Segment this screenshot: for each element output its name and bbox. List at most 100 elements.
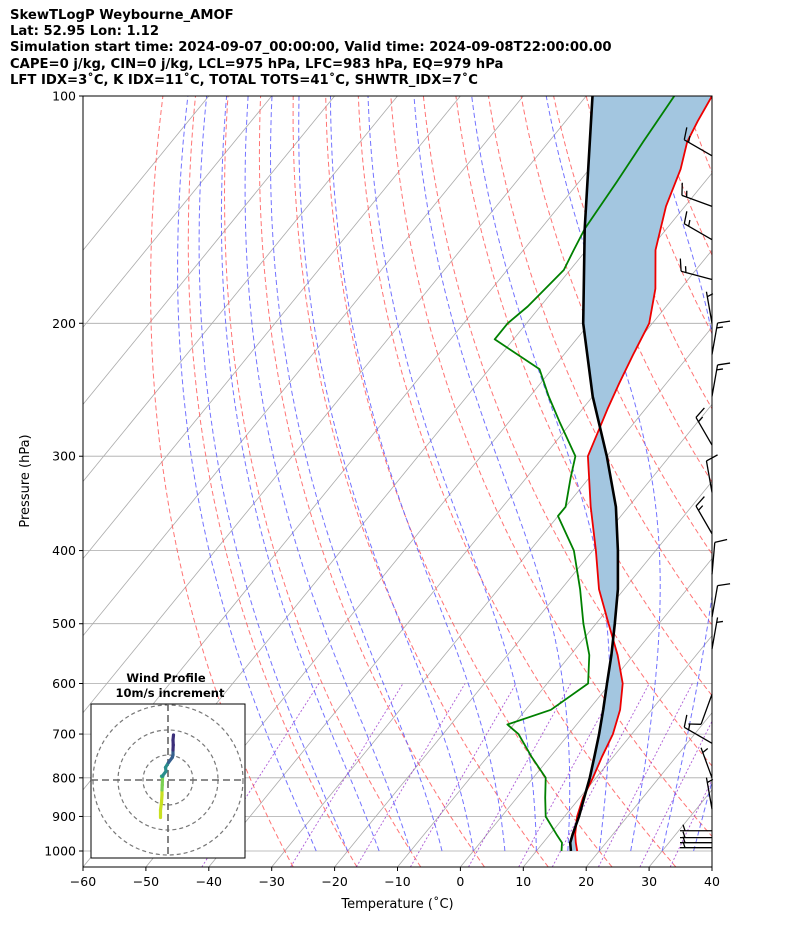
wind-barb-flag (717, 583, 731, 587)
index-line: LFT IDX=3˚C, K IDX=11˚C, TOTAL TOTS=41˚C… (10, 72, 478, 88)
y-tick-label: 400 (52, 543, 76, 558)
x-tick-label: −10 (384, 874, 410, 889)
isotherm-line (522, 635, 712, 867)
wind-barb (711, 538, 728, 575)
hodograph-segment (171, 733, 176, 742)
moist-adiabat-line (471, 96, 611, 852)
wind-barb (711, 362, 731, 397)
wind-barb-shaft (711, 585, 719, 618)
moist-adiabat-line (220, 96, 380, 852)
wind-barb-shaft (705, 777, 713, 810)
isotherm-line (585, 712, 712, 867)
axes: Temperature (˚C) Pressure (hPa) −60 −50 −4… (18, 89, 720, 913)
mixing-ratio-line (410, 683, 517, 867)
isotherm-line (83, 96, 335, 406)
isotherm-line (83, 96, 273, 328)
moist-adiabat-line (545, 96, 661, 852)
dry-adiabat-line (520, 96, 712, 555)
moist-adiabat-line (177, 96, 317, 852)
cape-line: CAPE=0 j/kg, CIN=0 j/kg, LCL=975 hPa, LF… (10, 56, 504, 72)
wind-barb (711, 583, 731, 618)
wind-barb-shaft (695, 505, 713, 535)
dry-adiabat-line (223, 96, 422, 867)
wind-barb (711, 617, 724, 650)
dry-adiabat-line (187, 96, 358, 867)
wind-barb-half-flag (682, 831, 686, 838)
wind-barb-shaft (711, 617, 719, 650)
moist-adiabat-line (330, 96, 506, 852)
wind-barb-flag (683, 714, 688, 728)
wind-barb (683, 211, 713, 241)
hodograph-plot (91, 704, 245, 858)
wind-barb-shaft (711, 542, 716, 575)
y-tick-label: 200 (52, 316, 76, 331)
wind-barb-half-flag (682, 824, 686, 831)
x-tick-label: −20 (321, 874, 347, 889)
time-line: Simulation start time: 2024-09-07_00:00:… (10, 40, 612, 56)
wind-barb (705, 777, 714, 810)
moist-adiabat-line (644, 96, 712, 852)
wind-barb (688, 694, 713, 725)
wind-barb-flag (695, 496, 705, 507)
wind-barb (700, 747, 713, 779)
wind-barb-shaft (711, 322, 719, 355)
isotherm-line (83, 96, 587, 714)
cape-shading (570, 96, 712, 851)
wind-barb-shaft (705, 460, 713, 493)
moist-adiabat-line (367, 96, 537, 852)
mixing-ratio-line (518, 683, 619, 867)
parcel-line (568, 96, 620, 852)
y-axis-label: Pressure (hPa) (18, 434, 33, 527)
x-tick-label: 30 (641, 874, 657, 889)
wind-barb (705, 454, 718, 493)
dry-adiabat-line (150, 96, 294, 867)
mixing-ratio-line (639, 720, 712, 867)
isotherm-line (83, 96, 461, 560)
wind-barb (711, 320, 731, 355)
y-tick-label: 500 (52, 616, 76, 631)
wind-barb-shaft (680, 270, 713, 281)
x-tick-label: −40 (196, 874, 222, 889)
wind-barb-shaft (683, 139, 713, 157)
wind-barb (680, 824, 712, 832)
isotherm-line (334, 403, 712, 867)
isotherm-line (648, 789, 712, 867)
x-axis-label: Temperature (˚C) (340, 896, 453, 912)
dry-adiabat-line (585, 96, 712, 410)
moist-adiabat-line (298, 96, 474, 852)
wind-barb-flag (717, 320, 731, 324)
x-tick-label: 20 (578, 874, 594, 889)
moist-adiabat-line (269, 96, 443, 852)
y-tick-label: 700 (52, 727, 76, 742)
wind-barb-half-flag (707, 778, 714, 784)
y-tick-label: 800 (52, 770, 76, 785)
isotherm-line (145, 172, 712, 867)
mixing-ratio-line (598, 683, 693, 867)
wind-barb (683, 127, 713, 157)
isotherm-line (271, 326, 712, 867)
wind-barb-flag (695, 407, 705, 418)
chart-header: SkewTLogP Weybourne_AMOF Lat: 52.95 Lon:… (10, 8, 612, 89)
wind-barb (679, 258, 713, 281)
wind-barb-flag (683, 127, 688, 140)
wind-barb-shaft (711, 364, 719, 397)
dry-adiabat-line (292, 96, 549, 867)
isotherm-line (397, 480, 712, 867)
dewpoint-line (493, 96, 676, 852)
mixing-ratio-line (468, 683, 572, 867)
dry-adiabat-line (455, 96, 712, 697)
wind-barb-half-flag (716, 326, 724, 329)
wind-barb-flag (717, 362, 731, 366)
dry-adiabat-line (325, 96, 613, 867)
wind-barb-shaft (700, 694, 713, 725)
wind-barb-shaft (683, 223, 713, 241)
cape-area (570, 96, 712, 851)
mixing-ratio-line (290, 683, 404, 867)
wind-barb (695, 407, 713, 446)
wind-barb-flag (706, 454, 718, 462)
wind-barb-shaft (681, 194, 713, 207)
y-tick-label: 300 (52, 449, 76, 464)
isotherm-line (83, 96, 210, 251)
wind-barb (705, 291, 714, 324)
